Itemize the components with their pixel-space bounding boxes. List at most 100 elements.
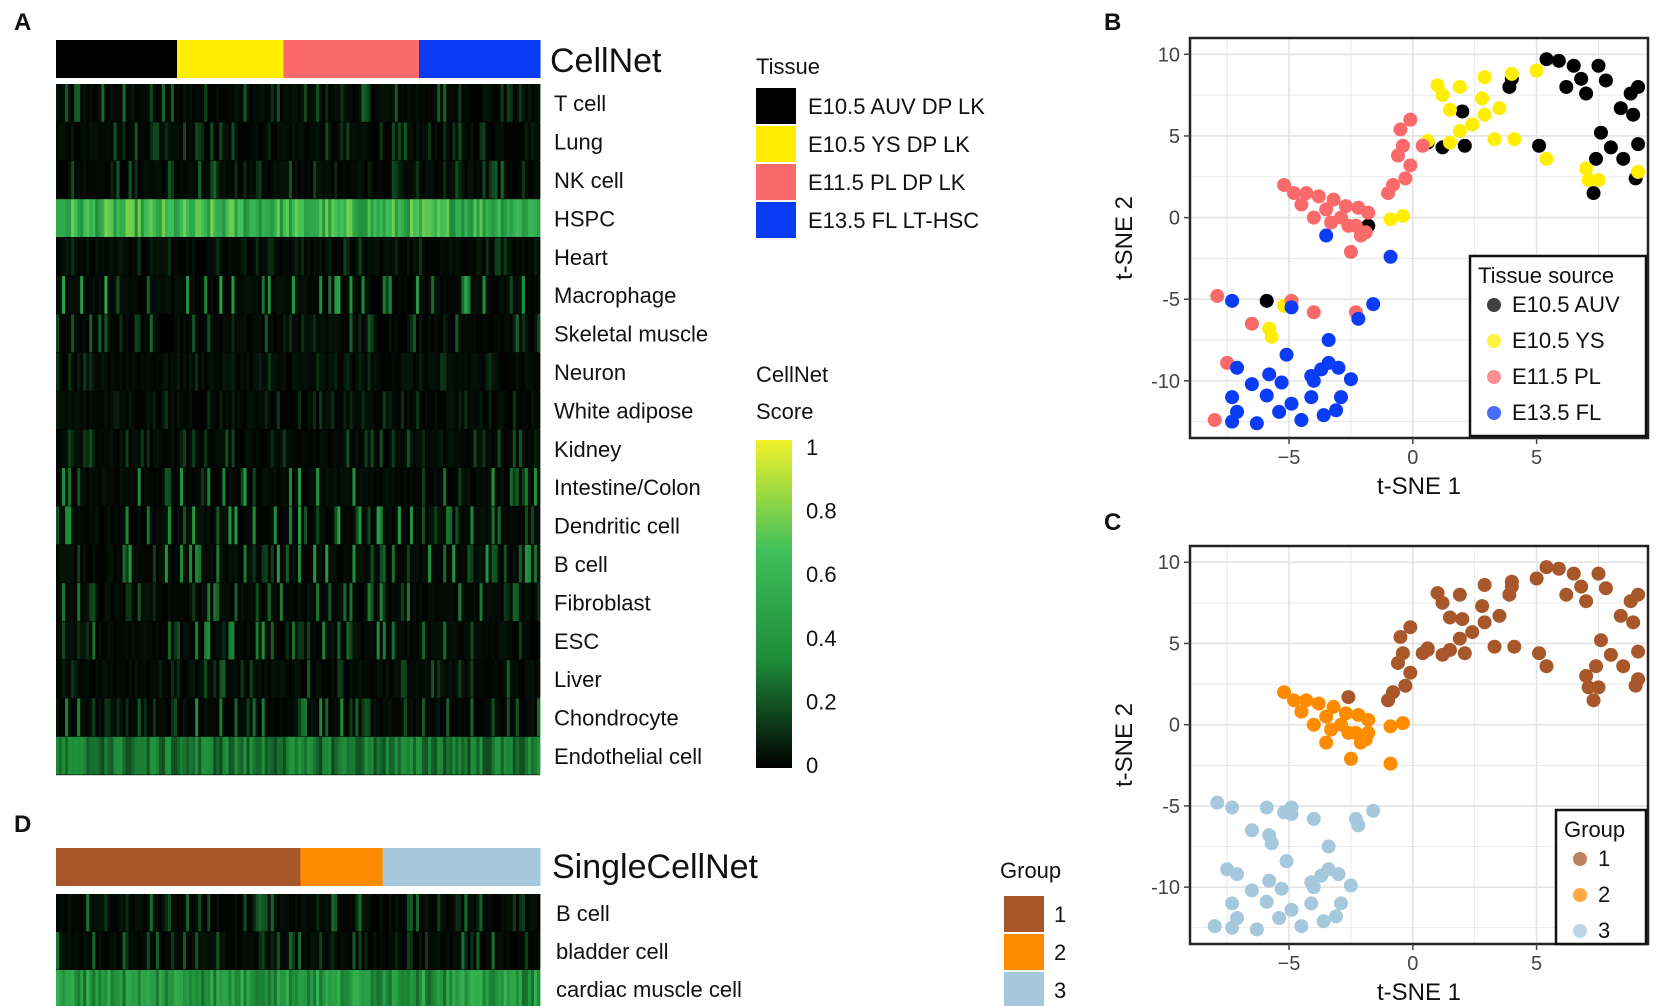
cellnet-cell — [228, 391, 232, 429]
cellnet-cell — [231, 122, 235, 161]
cellnet-cell — [170, 237, 175, 276]
cellnet-cell — [294, 736, 299, 775]
cellnet-cell — [98, 583, 102, 621]
cellnet-cell — [415, 468, 420, 506]
cellnet-cell — [122, 660, 126, 698]
cellnet-cell — [294, 199, 299, 237]
cellnet-cell — [273, 314, 278, 353]
cellnet-cell — [397, 429, 402, 468]
scatter-point — [1603, 140, 1618, 155]
cellnet-cell — [177, 276, 181, 314]
cellnet-cell — [158, 698, 163, 737]
cellnet-cell — [382, 84, 387, 122]
cellnet-cell — [446, 660, 450, 698]
cellnet-cell — [246, 314, 250, 353]
singlecellnet-cell — [361, 970, 365, 1006]
cellnet-cell — [352, 621, 356, 660]
cellnet-cell — [403, 352, 408, 391]
scatter-point — [1272, 911, 1287, 926]
cellnet-cell — [219, 506, 223, 545]
scatter-point — [1304, 896, 1319, 911]
cellnet-cell — [376, 621, 381, 660]
cellnet-cell — [210, 160, 214, 199]
scatter-point — [1343, 878, 1358, 893]
cellnet-cell — [328, 314, 332, 353]
cellnet-cell — [521, 698, 526, 737]
cellnet-cell — [370, 84, 375, 122]
cellnet-cell — [476, 429, 480, 468]
cellnet-cell — [482, 621, 486, 660]
cellnet-cell — [479, 698, 483, 737]
cellnet-cell — [192, 429, 196, 468]
cellnet-cell — [506, 84, 511, 122]
cellnet-cell — [509, 660, 514, 698]
cellnet-cell — [364, 122, 368, 161]
plot-border — [1188, 36, 1650, 440]
cellnet-cell — [515, 621, 520, 660]
cellnet-cell — [276, 199, 281, 237]
cellnet-cell — [425, 199, 429, 237]
cellnet-cell — [113, 429, 117, 468]
scatter-point — [1383, 249, 1398, 264]
singlecellnet-cell — [137, 932, 142, 970]
cellnet-cell — [258, 544, 263, 583]
cellnet-cell — [452, 506, 456, 545]
cellnet-cell — [234, 660, 238, 698]
singlecellnet-cell — [446, 970, 450, 1006]
cellnet-cell — [409, 429, 414, 468]
cellnet-cell — [131, 660, 136, 698]
cellnet-cell — [479, 314, 483, 353]
scatter-point — [1210, 288, 1225, 303]
cellnet-cell — [497, 276, 502, 314]
cellnet-cell — [385, 276, 390, 314]
cellnet-cell — [83, 160, 87, 199]
cellnet-cell — [476, 84, 480, 122]
cellnet-cell — [461, 660, 465, 698]
cellnet-cell — [195, 84, 199, 122]
cellnet-cell — [497, 468, 502, 506]
cellnet-cell — [455, 391, 459, 429]
singlecellnet-cell — [518, 970, 523, 1006]
cellnet-cell — [243, 736, 247, 775]
score-tick-label: 0.8 — [806, 499, 837, 524]
cellnet-cell — [337, 276, 341, 314]
cellnet-cell — [521, 160, 526, 199]
singlecellnet-cell — [173, 894, 178, 932]
cellnet-cell — [391, 352, 396, 391]
cellnet-cell — [488, 698, 492, 737]
singlecellnet-cell — [258, 894, 263, 932]
cellnet-cell — [189, 660, 193, 698]
cellnet-cell — [68, 621, 72, 660]
singlecellnet-cell — [437, 894, 441, 932]
cellnet-cell — [425, 276, 429, 314]
cellnet-cell — [89, 122, 93, 161]
cellnet-cell — [358, 160, 362, 199]
scatter-point — [1230, 867, 1245, 882]
cellnet-cell — [152, 698, 157, 737]
cellnet-cell — [358, 199, 362, 237]
cellnet-cell — [316, 621, 320, 660]
cellnet-cell — [134, 544, 139, 583]
cellnet-cell — [334, 621, 338, 660]
cellnet-cell — [403, 122, 408, 161]
cellnet-cell — [536, 122, 541, 161]
cellnet-cell — [65, 352, 69, 391]
cellnet-row — [56, 506, 541, 545]
cellnet-cell — [59, 736, 63, 775]
cellnet-cell — [301, 698, 305, 737]
scatter-point — [1334, 390, 1349, 405]
singlecellnet-cell — [231, 894, 235, 932]
cellnet-cell — [346, 199, 350, 237]
cellnet-cell — [301, 352, 305, 391]
cellnet-cell — [216, 276, 220, 314]
cellnet-cell — [397, 583, 402, 621]
cellnet-cell — [83, 199, 87, 237]
scatter-point — [1551, 53, 1566, 68]
cellnet-cell — [119, 583, 123, 621]
cellnet-cell — [406, 237, 411, 276]
singlecellnet-cell — [431, 970, 435, 1006]
cellnet-cell — [264, 276, 269, 314]
cellnet-cell — [225, 276, 229, 314]
cellnet-cell — [143, 583, 148, 621]
